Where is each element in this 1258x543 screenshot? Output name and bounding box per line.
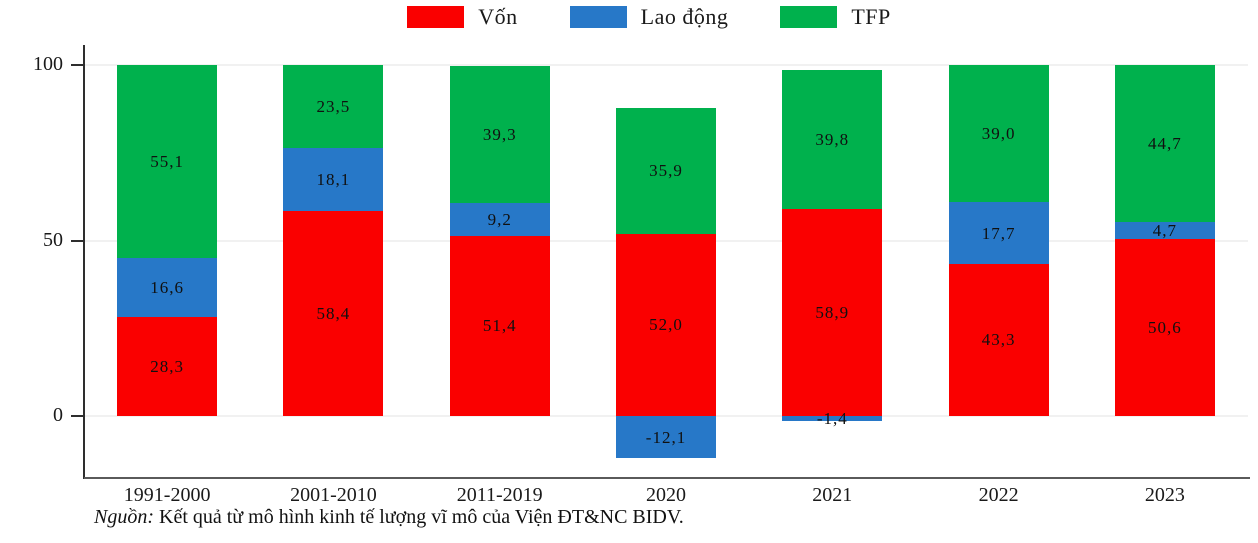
bar-value-label: -1,4	[816, 408, 848, 428]
bar-value-label: 58,4	[316, 304, 351, 324]
x-tick-label-2021: 2021	[812, 484, 853, 506]
source-note-prefix: Nguồn:	[94, 506, 154, 528]
bar-segment-Vốn-2022: 43,3	[948, 264, 1049, 416]
bar-segment-Vốn-2023: 50,6	[1114, 238, 1215, 416]
source-note-text: Kết quả từ mô hình kinh tế lượng vĩ mô c…	[154, 506, 684, 528]
x-tick-label-1991-2000: 1991-2000	[123, 484, 211, 506]
bar-segment-TFP-2023: 44,7	[1114, 65, 1215, 223]
bar-value-label: -12,1	[645, 427, 687, 447]
x-tick-label-2001-2010: 2001-2010	[290, 484, 377, 506]
bar-value-label: 51,4	[482, 316, 517, 336]
bar-segment-TFP-2022: 39,0	[948, 65, 1049, 203]
plot-area: 28,3 16,6 55,1 58,4 18,1 23,5 51,4 9,2 39,3 52,0 -…	[84, 45, 1248, 479]
bar-value-label: 52,0	[649, 315, 683, 335]
bar-value-label: 16,6	[150, 278, 185, 298]
legend-item-von: Vốn	[407, 4, 517, 30]
bar-segment-Vốn-2021: 58,9	[782, 209, 883, 416]
bar-value-label: 50,6	[1147, 317, 1182, 337]
y-tick-label-100: 100	[33, 53, 63, 76]
bar-value-label: 44,7	[1147, 134, 1182, 154]
x-axis-line	[84, 477, 1250, 479]
x-tick-label-2011-2019: 2011-2019	[456, 484, 543, 506]
y-axis-line	[83, 45, 85, 479]
bar-value-label: 4,7	[1152, 220, 1177, 240]
y-tick-mark-50	[71, 239, 84, 242]
legend-item-lao-dong: Lao động	[569, 4, 729, 30]
bar-segment-Lao động-1991-2000: 16,6	[117, 258, 218, 317]
bar-value-label: 58,9	[815, 303, 850, 323]
bar-segment-Lao động-2022: 17,7	[948, 202, 1049, 265]
chart-legend: Vốn Lao động TFP	[0, 4, 1258, 30]
x-tick-label-2020: 2020	[646, 484, 686, 506]
bar-value-label: 18,1	[316, 169, 351, 189]
legend-label-tfp: TFP	[851, 4, 891, 29]
y-tick-mark-100	[71, 64, 84, 67]
bar-segment-Lao động-2021: -1,4	[782, 410, 883, 427]
bar-value-label: 43,3	[981, 330, 1016, 350]
bar-value-label: 39,8	[815, 130, 850, 150]
bar-value-label: 17,7	[981, 223, 1016, 243]
bar-value-label: 9,2	[487, 210, 512, 230]
bar-segment-Vốn-2020: 52,0	[616, 233, 716, 416]
bar-segment-Lao động-2023: 4,7	[1114, 220, 1215, 240]
y-tick-label-50: 50	[43, 228, 63, 251]
bar-segment-TFP-2020: 35,9	[616, 107, 716, 234]
x-tick-label-2023: 2023	[1144, 484, 1185, 506]
legend-item-tfp: TFP	[780, 4, 890, 30]
bar-value-label: 39,3	[482, 125, 517, 145]
bar-segment-TFP-2011-2019: 39,3	[449, 65, 550, 204]
gridline-y-100	[84, 64, 1248, 67]
legend-swatch-von	[407, 6, 465, 28]
legend-label-von: Vốn	[478, 4, 518, 29]
bar-segment-TFP-2001-2010: 23,5	[283, 65, 384, 148]
legend-swatch-lao-dong	[569, 6, 627, 28]
bar-segment-Vốn-1991-2000: 28,3	[117, 316, 218, 416]
bar-segment-Lao động-2020: -12,1	[616, 415, 716, 459]
y-tick-label-0: 0	[53, 403, 63, 426]
legend-swatch-tfp	[780, 6, 838, 28]
legend-label-lao-dong: Lao động	[640, 4, 729, 29]
bar-segment-Vốn-2011-2019: 51,4	[449, 235, 550, 416]
bar-value-label: 55,1	[150, 152, 185, 172]
bar-segment-Lao động-2001-2010: 18,1	[283, 147, 384, 212]
bar-value-label: 23,5	[316, 97, 351, 117]
y-tick-mark-0	[71, 414, 84, 417]
bar-segment-TFP-2021: 39,8	[782, 69, 883, 210]
x-tick-label-2022: 2022	[978, 484, 1019, 506]
source-note: Nguồn: Kết quả từ mô hình kinh tế lượng …	[94, 506, 684, 529]
bar-segment-Vốn-2001-2010: 58,4	[283, 211, 384, 416]
bar-value-label: 28,3	[150, 356, 185, 376]
bar-value-label: 35,9	[649, 161, 683, 181]
bar-segment-Lao động-2011-2019: 9,2	[449, 203, 550, 236]
bar-value-label: 39,0	[981, 124, 1016, 144]
bar-segment-TFP-1991-2000: 55,1	[117, 65, 218, 259]
